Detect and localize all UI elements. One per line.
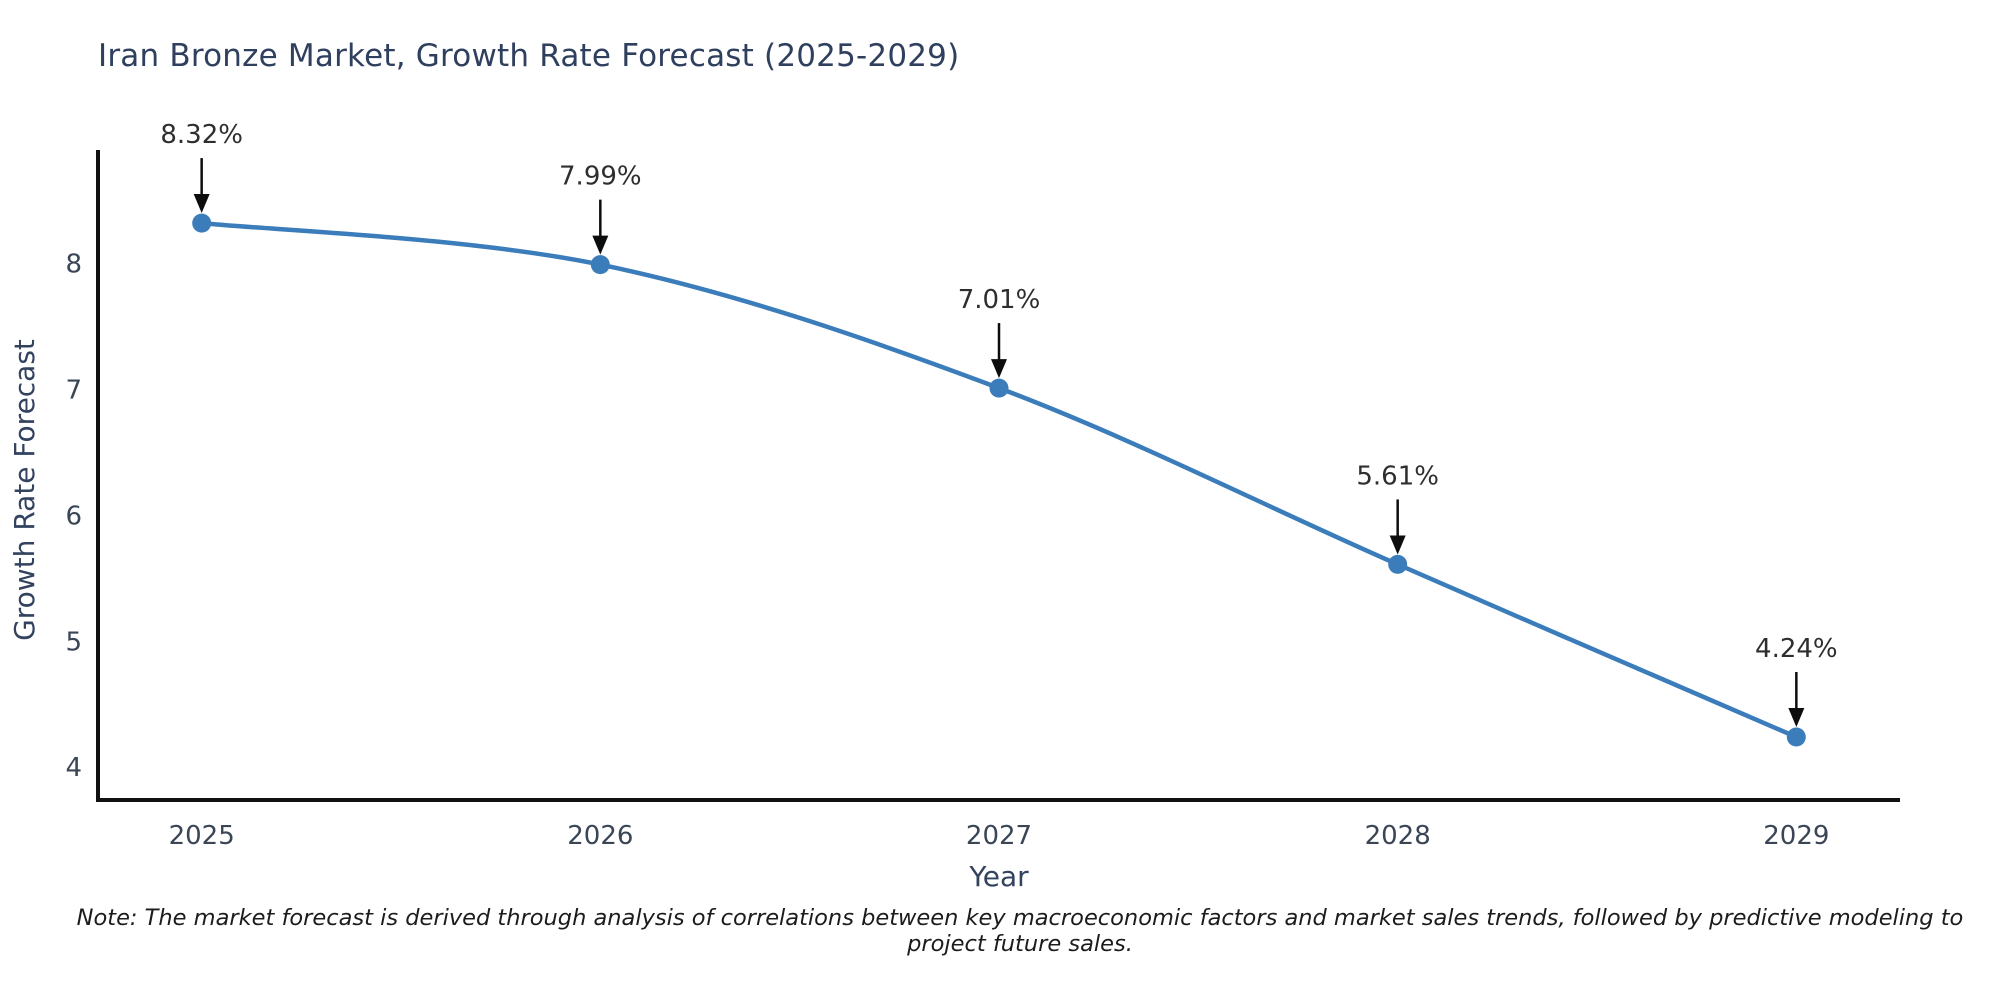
x-tick-label-2025: 2025 bbox=[169, 821, 235, 851]
x-tick-label-2028: 2028 bbox=[1365, 821, 1431, 851]
x-axis-title: Year bbox=[968, 860, 1029, 893]
data-point-2026 bbox=[590, 255, 610, 275]
point-label-2027: 7.01% bbox=[958, 285, 1041, 315]
annotation-arrowhead-2025 bbox=[193, 194, 210, 214]
y-tick-label-5: 5 bbox=[65, 627, 82, 657]
data-point-2025 bbox=[192, 213, 212, 233]
data-point-2027 bbox=[989, 378, 1009, 398]
chart-title: Iran Bronze Market, Growth Rate Forecast… bbox=[98, 38, 960, 74]
y-tick-label-4: 4 bbox=[65, 753, 82, 783]
annotation-arrowhead-2027 bbox=[991, 359, 1007, 379]
y-tick-label-7: 7 bbox=[65, 375, 82, 405]
data-point-2028 bbox=[1388, 554, 1408, 574]
annotation-arrowhead-2028 bbox=[1389, 535, 1406, 555]
y-tick-label-6: 6 bbox=[65, 501, 82, 531]
point-label-2026: 7.99% bbox=[559, 162, 642, 192]
point-label-2028: 5.61% bbox=[1356, 461, 1439, 491]
x-tick-label-2027: 2027 bbox=[966, 821, 1032, 851]
footnote: Note: The market forecast is derived thr… bbox=[76, 905, 1964, 957]
annotation-arrowhead-2029 bbox=[1788, 708, 1805, 728]
point-label-2029: 4.24% bbox=[1755, 634, 1838, 664]
x-tick-label-2026: 2026 bbox=[567, 821, 633, 851]
data-point-2029 bbox=[1786, 727, 1806, 747]
y-tick-label-8: 8 bbox=[65, 249, 82, 279]
y-axis-title: Growth Rate Forecast bbox=[8, 339, 41, 641]
annotation-arrowhead-2026 bbox=[592, 235, 609, 255]
point-label-2025: 8.32% bbox=[160, 120, 243, 150]
x-tick-label-2029: 2029 bbox=[1763, 821, 1829, 851]
